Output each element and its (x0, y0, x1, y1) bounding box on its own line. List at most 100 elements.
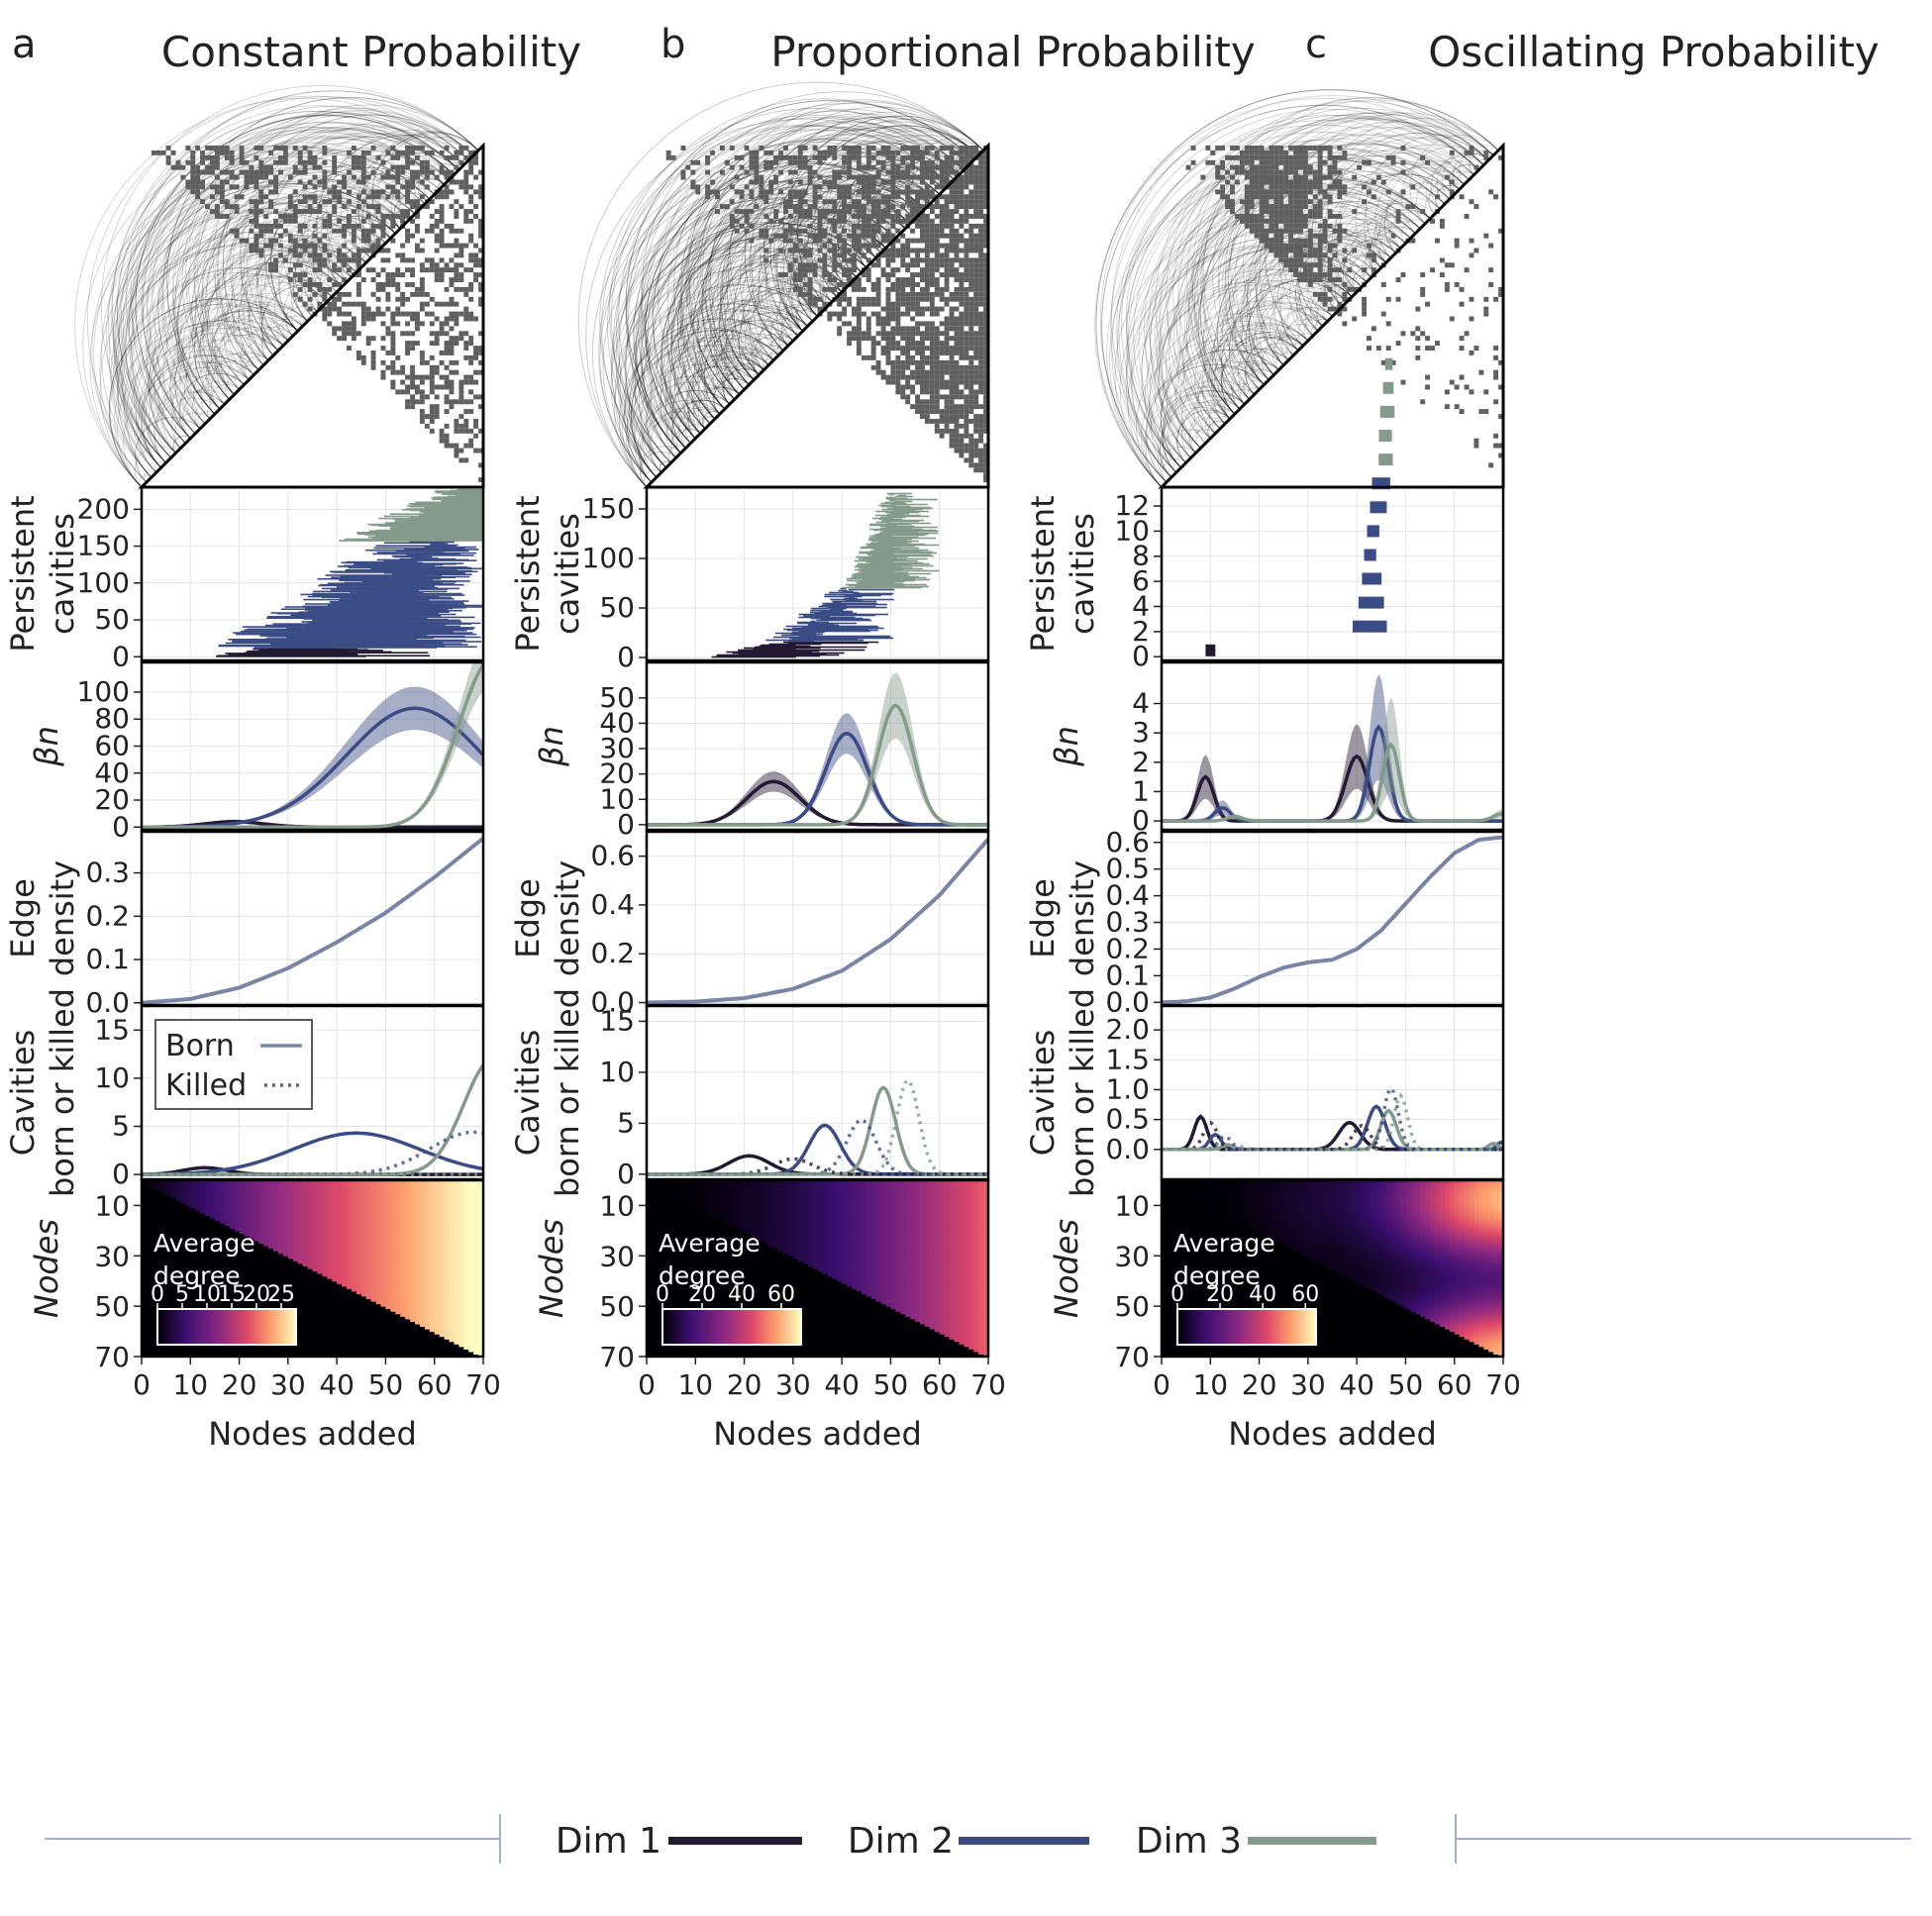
adjacency-cell (385, 150, 391, 155)
adjacency-cell (929, 146, 935, 151)
adjacency-cell (360, 321, 366, 327)
adjacency-cell (385, 364, 391, 370)
adjacency-cell (273, 223, 279, 229)
adjacency-cell (920, 164, 925, 170)
network-edge-arc (141, 105, 469, 435)
colorbar-tick-label: 25 (267, 1282, 295, 1307)
adjacency-cell (410, 204, 416, 210)
adjacency-cell (832, 146, 838, 151)
adjacency-cell (842, 146, 848, 151)
adjacency-cell (763, 159, 769, 165)
adjacency-cell (282, 218, 288, 224)
adjacency-cell (322, 257, 328, 263)
adjacency-cell (454, 179, 459, 185)
born-killed-y-tick-label: 10 (94, 1061, 130, 1094)
adjacency-cell (415, 223, 420, 229)
adjacency-cell (258, 209, 264, 215)
adjacency-cell (327, 311, 333, 317)
adjacency-cell (307, 282, 313, 287)
betti-y-tick-label: 100 (77, 675, 130, 708)
adjacency-cell (258, 252, 264, 258)
adjacency-cell (410, 233, 416, 239)
adjacency-cell (239, 146, 245, 151)
adjacency-cell (244, 184, 250, 190)
adjacency-cell (787, 154, 793, 160)
adjacency-cell (890, 159, 896, 165)
adjacency-cell (458, 336, 464, 342)
adjacency-cell (944, 154, 950, 160)
adjacency-cell (870, 154, 876, 160)
born-killed-y-tick-label: 0 (112, 1158, 130, 1190)
adjacency-cell (802, 146, 808, 151)
adjacency-cell (380, 374, 386, 380)
heatmap-cell (454, 1341, 459, 1345)
adjacency-cell (665, 154, 671, 160)
adjacency-cell (964, 154, 969, 160)
adjacency-cell (332, 306, 338, 312)
adjacency-cell (905, 164, 911, 170)
adjacency-cell (419, 169, 425, 175)
adjacency-cell (827, 150, 833, 155)
adjacency-cell (458, 311, 464, 317)
network-edge-arc (143, 366, 245, 468)
adjacency-cell (214, 184, 220, 190)
persistence-bar (457, 488, 483, 491)
adjacency-cell (954, 150, 960, 155)
adjacency-cell (234, 228, 240, 234)
edge-density-y-tick-label: 0.2 (85, 899, 130, 932)
heatmap-cell (278, 1251, 284, 1255)
x-tick-label: 10 (172, 1368, 208, 1401)
x-tick-label: 70 (465, 1368, 501, 1401)
network-edge-arc (211, 259, 348, 395)
adjacency-cell (347, 214, 352, 219)
heatmap-cell (347, 1285, 353, 1289)
adjacency-cell (429, 389, 435, 395)
adjacency-cell (292, 291, 298, 297)
adjacency-cell (360, 159, 366, 165)
adjacency-cell (390, 146, 396, 151)
adjacency-cell (400, 243, 406, 249)
adjacency-cell (449, 389, 455, 395)
adjacency-cell (405, 257, 411, 263)
network-edge-arc (169, 310, 299, 440)
adjacency-cell (468, 336, 474, 342)
adjacency-cell (380, 233, 386, 239)
heatmap-cell (424, 1326, 431, 1330)
adjacency-cell (390, 184, 396, 190)
adjacency-cell (337, 296, 343, 302)
adjacency-cell (454, 443, 459, 449)
adjacency-cell (332, 282, 338, 287)
adjacency-cell (400, 184, 406, 190)
network-edge-arc (176, 195, 396, 415)
adjacency-cell (439, 218, 445, 224)
adjacency-cell (429, 409, 435, 415)
adjacency-cell (870, 179, 876, 185)
adjacency-cell (390, 154, 396, 160)
adjacency-cell (454, 199, 459, 205)
adjacency-cell (385, 326, 391, 332)
adjacency-cell (263, 223, 269, 229)
adjacency-cell (351, 174, 356, 180)
adjacency-cell (263, 243, 269, 249)
adjacency-cell (905, 174, 911, 180)
adjacency-cell (400, 150, 406, 155)
network-edge-arc (161, 127, 455, 420)
adjacency-cell (439, 277, 445, 283)
adjacency-cell (347, 257, 352, 263)
adjacency-cell (429, 150, 435, 155)
adjacency-cell (312, 248, 318, 253)
adjacency-cell (258, 199, 264, 205)
adjacency-cell (307, 150, 313, 155)
network-edge-arc (108, 180, 401, 473)
network-edge-arc (126, 325, 279, 478)
adjacency-cell (224, 150, 230, 155)
adjacency-cell (900, 146, 906, 151)
adjacency-cell (302, 199, 308, 205)
adjacency-cell (365, 174, 371, 180)
adjacency-cell (410, 257, 416, 263)
adjacency-cell (370, 359, 376, 365)
adjacency-cell (282, 150, 288, 155)
adjacency-cell (802, 159, 808, 165)
adjacency-cell (468, 399, 474, 405)
panel-title-a: Constant Probability (161, 28, 581, 76)
